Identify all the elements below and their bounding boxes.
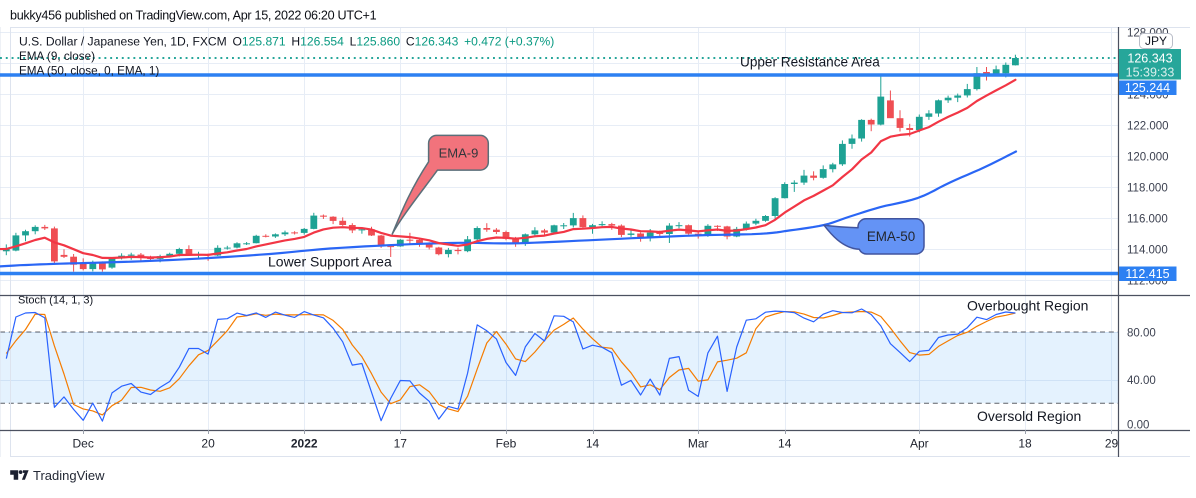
svg-text:29: 29 <box>1105 437 1119 451</box>
svg-text:17: 17 <box>394 437 408 451</box>
svg-text:0.00: 0.00 <box>1127 419 1149 431</box>
svg-text:80.00: 80.00 <box>1127 327 1156 339</box>
svg-text:2022: 2022 <box>291 437 318 451</box>
svg-text:Mar: Mar <box>688 437 709 451</box>
svg-text:U.S. Dollar / Japanese Yen, 1D: U.S. Dollar / Japanese Yen, 1D, FXCM O12… <box>19 35 554 49</box>
svg-text:Dec: Dec <box>73 437 94 451</box>
svg-text:14: 14 <box>586 437 600 451</box>
svg-text:EMA (50, close, 0, EMA, 1): EMA (50, close, 0, EMA, 1) <box>19 65 159 78</box>
svg-text:118.000: 118.000 <box>1127 182 1168 194</box>
svg-text:Apr: Apr <box>910 437 929 451</box>
svg-text:20: 20 <box>201 437 215 451</box>
svg-text:EMA-50: EMA-50 <box>867 229 915 244</box>
svg-text:125.244: 125.244 <box>1125 81 1170 95</box>
svg-text:bukky456 published on TradingV: bukky456 published on TradingView.com, A… <box>10 9 377 23</box>
svg-text:120.000: 120.000 <box>1127 152 1169 164</box>
svg-text:TradingView: TradingView <box>33 468 105 483</box>
svg-text:18: 18 <box>1018 437 1032 451</box>
svg-text:Lower Support Area: Lower Support Area <box>268 254 392 270</box>
svg-text:116.000: 116.000 <box>1127 213 1168 225</box>
svg-text:14: 14 <box>778 437 792 451</box>
svg-text:112.415: 112.415 <box>1125 267 1169 281</box>
svg-text:126.343: 126.343 <box>1127 52 1172 66</box>
svg-text:114.000: 114.000 <box>1127 244 1168 256</box>
svg-text:EMA (9, close): EMA (9, close) <box>19 50 95 63</box>
svg-text:Feb: Feb <box>496 437 517 451</box>
svg-text:122.000: 122.000 <box>1127 121 1169 133</box>
svg-text:15:39:33: 15:39:33 <box>1126 66 1175 80</box>
svg-text:Oversold Region: Oversold Region <box>977 408 1081 424</box>
svg-text:EMA-9: EMA-9 <box>439 146 479 161</box>
svg-text:40.00: 40.00 <box>1127 375 1156 387</box>
svg-text:Upper Resistance Area: Upper Resistance Area <box>740 55 880 70</box>
svg-text:Stoch (14, 1, 3): Stoch (14, 1, 3) <box>18 295 93 307</box>
svg-text:Overbought Region: Overbought Region <box>967 298 1088 314</box>
svg-text:JPY: JPY <box>1145 34 1167 48</box>
